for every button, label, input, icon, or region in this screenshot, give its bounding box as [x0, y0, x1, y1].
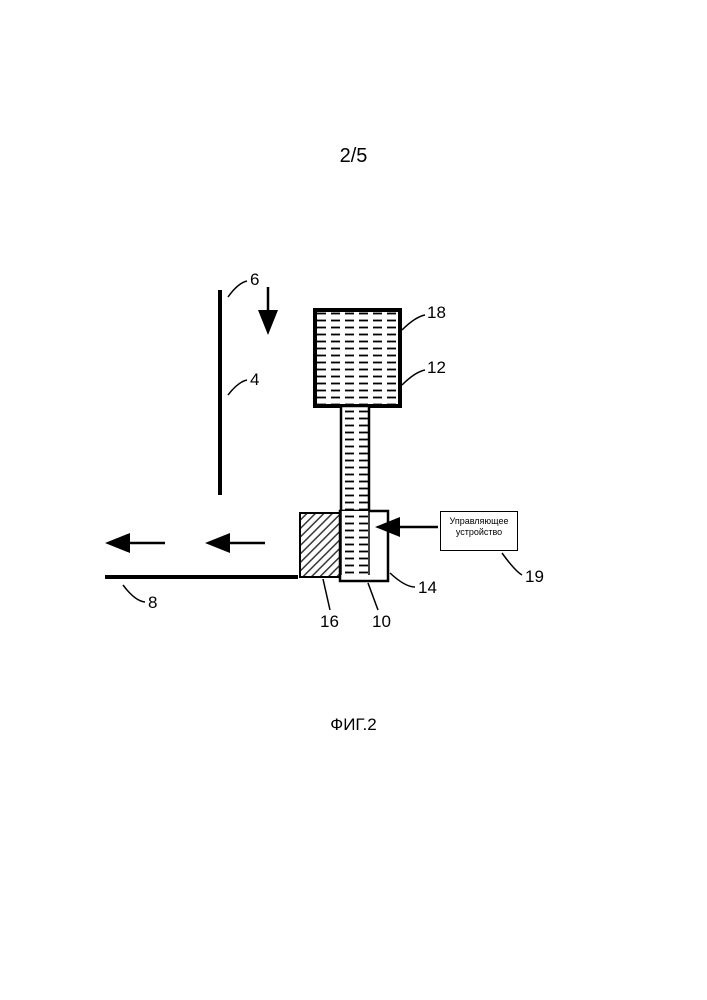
label-10: 10	[372, 612, 391, 632]
page-number: 2/5	[0, 145, 707, 168]
stem	[341, 406, 369, 511]
diagram: Управляющее устройство 6 4 18 12 14 19 8…	[120, 275, 580, 695]
hatched-block	[300, 513, 340, 577]
leader-4	[228, 380, 247, 395]
leader-6	[228, 281, 247, 297]
label-12: 12	[427, 358, 446, 378]
control-device-line1: Управляющее	[443, 516, 515, 527]
leader-16	[323, 579, 330, 610]
leader-12	[402, 370, 425, 385]
control-device-line2: устройство	[443, 527, 515, 538]
leader-8	[123, 585, 145, 602]
label-19: 19	[525, 567, 544, 587]
leader-19	[502, 553, 522, 575]
leader-10	[368, 583, 378, 610]
label-8: 8	[148, 593, 157, 613]
figure-label: ФИГ.2	[0, 715, 707, 735]
leader-14	[390, 573, 415, 587]
reservoir	[315, 310, 400, 406]
label-4: 4	[250, 370, 259, 390]
leader-18	[402, 315, 425, 330]
label-18: 18	[427, 303, 446, 323]
label-6: 6	[250, 270, 259, 290]
label-14: 14	[418, 578, 437, 598]
control-device-box: Управляющее устройство	[440, 511, 518, 551]
stem-bottom	[341, 511, 369, 575]
label-16: 16	[320, 612, 339, 632]
